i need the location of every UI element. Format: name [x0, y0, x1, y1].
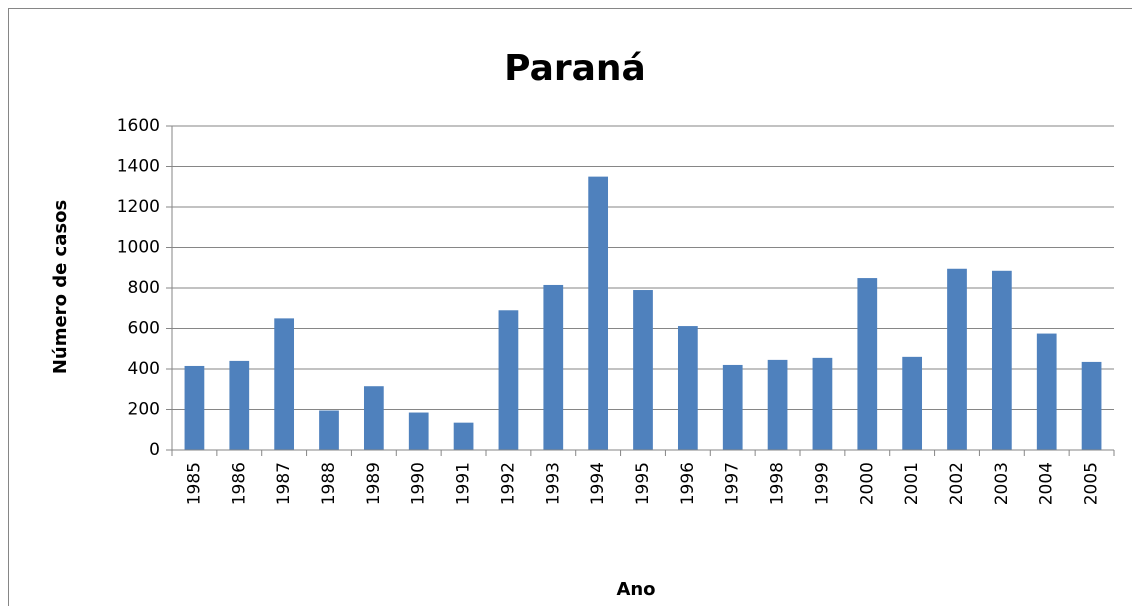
bar	[812, 357, 833, 450]
x-tick-label: 1987	[274, 462, 294, 505]
x-tick-label: 1988	[319, 462, 339, 505]
bar	[498, 310, 519, 450]
bar	[363, 386, 384, 450]
bar	[274, 318, 295, 450]
x-tick-label: 1999	[812, 462, 832, 505]
y-tick-label: 200	[128, 400, 160, 420]
x-tick-label: 2001	[902, 462, 922, 505]
bar	[184, 365, 205, 450]
bar	[767, 359, 788, 450]
x-tick-label: 1995	[633, 462, 653, 505]
y-tick-label: 400	[128, 359, 160, 379]
bar	[319, 410, 339, 450]
bar	[633, 290, 653, 450]
x-tick-label: 1993	[543, 462, 563, 505]
y-tick-label: 600	[128, 319, 160, 339]
bar	[857, 278, 878, 450]
x-tick-label: 1985	[184, 462, 204, 505]
y-tick-label: 1200	[117, 197, 160, 217]
bar	[1036, 333, 1057, 450]
x-tick-label: 1998	[768, 462, 788, 505]
bar	[1081, 361, 1102, 450]
bar	[902, 356, 923, 450]
x-tick-label: 1992	[498, 462, 518, 505]
bar	[991, 270, 1012, 450]
bar	[408, 412, 429, 450]
bar	[722, 364, 743, 450]
x-tick-label: 2005	[1082, 462, 1102, 505]
bar	[229, 360, 250, 450]
x-tick-label: 2003	[992, 462, 1012, 505]
x-tick-label: 1996	[678, 462, 698, 505]
chart-title: Paraná	[504, 48, 646, 89]
bar	[453, 422, 474, 450]
y-tick-label: 0	[149, 440, 160, 460]
x-tick-label: 1989	[364, 462, 384, 505]
x-tick-label: 2000	[857, 462, 877, 505]
bar	[543, 284, 564, 450]
x-tick-label: 1986	[229, 462, 249, 505]
y-tick-label: 800	[128, 278, 160, 298]
x-tick-label: 1991	[454, 462, 474, 505]
bar	[588, 176, 609, 450]
y-axis-label: Número de casos	[50, 200, 71, 374]
bar	[947, 268, 967, 450]
y-tick-label: 1400	[117, 157, 160, 177]
x-tick-label: 2002	[947, 462, 967, 505]
x-tick-label: 1997	[723, 462, 743, 505]
x-tick-label: 1990	[409, 462, 429, 505]
y-tick-label: 1600	[117, 116, 160, 136]
x-axis-label: Ano	[616, 579, 655, 600]
bar	[677, 326, 698, 450]
x-tick-label: 1994	[588, 462, 608, 505]
chart-frame	[8, 8, 1132, 606]
x-tick-label: 2004	[1037, 462, 1057, 505]
y-tick-label: 1000	[117, 238, 160, 258]
